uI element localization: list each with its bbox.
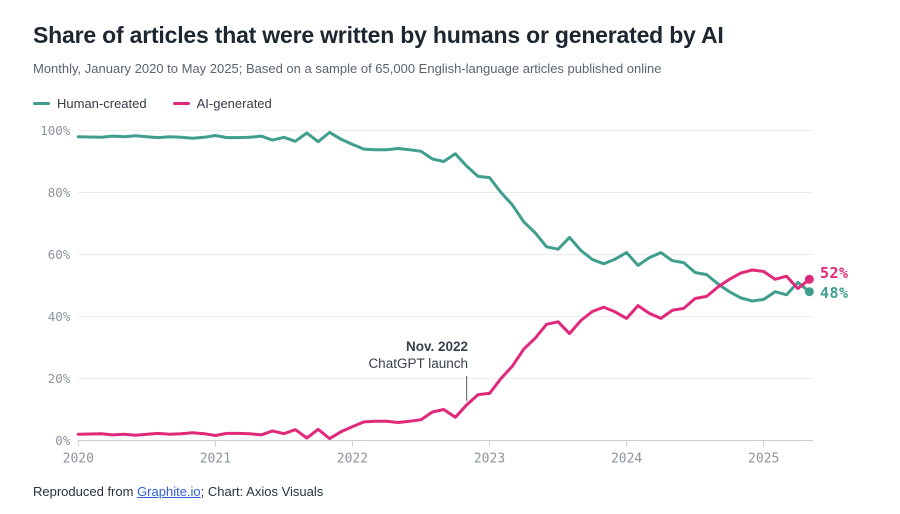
ai-end-dot bbox=[804, 274, 814, 284]
footer-credit: Reproduced from Graphite.io; Chart: Axio… bbox=[33, 484, 323, 499]
ai-end-label: 52% bbox=[820, 264, 849, 282]
x-axis-tick-label: 2022 bbox=[337, 452, 368, 467]
legend: Human-created AI-generated bbox=[33, 96, 272, 111]
human-line-swatch-icon bbox=[33, 101, 50, 106]
legend-item-ai: AI-generated bbox=[172, 96, 272, 111]
y-axis-tick-label: 80% bbox=[48, 185, 71, 200]
ai-generated-line bbox=[76, 268, 811, 441]
graphite-link[interactable]: Graphite.io bbox=[137, 484, 201, 499]
footer-prefix: Reproduced from bbox=[33, 484, 138, 499]
legend-item-human: Human-created bbox=[33, 96, 147, 111]
x-axis-tick-label: 2024 bbox=[611, 452, 642, 467]
human-end-dot bbox=[804, 287, 814, 297]
y-axis-tick-label: 40% bbox=[48, 309, 71, 324]
x-axis-tick-label: 2020 bbox=[63, 452, 94, 467]
y-axis-tick-label: 0% bbox=[55, 433, 71, 448]
ai-line-swatch-icon bbox=[172, 101, 190, 106]
annotation-text: ChatGPT launch bbox=[368, 356, 468, 371]
y-axis-tick-label: 100% bbox=[40, 123, 71, 138]
footer-suffix: ; Chart: Axios Visuals bbox=[200, 484, 324, 499]
y-axis-tick-label: 20% bbox=[48, 371, 71, 386]
x-axis-tick-label: 2021 bbox=[200, 452, 231, 467]
human-end-label: 48% bbox=[820, 284, 849, 302]
chatgpt-annotation: Nov. 2022 ChatGPT launch bbox=[368, 338, 468, 372]
page-title: Share of articles that were written by h… bbox=[33, 22, 724, 48]
page-subtitle: Monthly, January 2020 to May 2025; Based… bbox=[33, 61, 662, 76]
legend-label-human: Human-created bbox=[57, 96, 147, 111]
annotation-title: Nov. 2022 bbox=[405, 339, 468, 354]
human-created-line bbox=[76, 130, 811, 303]
x-axis-tick-label: 2025 bbox=[748, 452, 779, 467]
x-axis-tick-label: 2023 bbox=[474, 452, 505, 467]
y-axis-tick-label: 60% bbox=[48, 247, 71, 262]
legend-label-ai: AI-generated bbox=[196, 96, 272, 111]
